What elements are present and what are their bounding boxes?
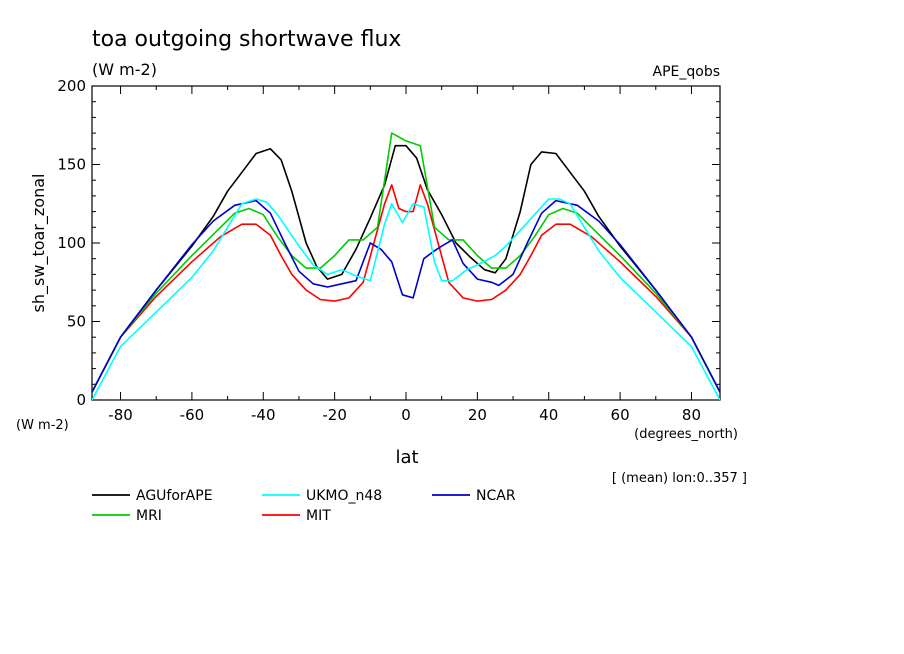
- series-line-ukmo-n48: [92, 198, 720, 400]
- legend-label: NCAR: [476, 488, 516, 504]
- y-tick-label: 200: [57, 77, 86, 95]
- legend-label: MRI: [136, 508, 162, 524]
- legend-label: UKMO_n48: [306, 488, 382, 504]
- x-tick-label: 80: [682, 406, 701, 424]
- x-axis-units: (degrees_north): [634, 427, 738, 442]
- x-tick-label: -20: [322, 406, 347, 424]
- series-line-aguforape: [92, 144, 720, 393]
- x-tick-label: -60: [180, 406, 205, 424]
- chart-units: (W m-2): [92, 60, 157, 79]
- plot-frame: [91, 85, 721, 401]
- y-axis-units: (W m-2): [16, 418, 69, 433]
- y-tick-label: 100: [57, 234, 86, 252]
- y-tick-label: 50: [67, 313, 86, 331]
- series-line-mit: [92, 184, 720, 393]
- y-tick-label: 0: [76, 391, 86, 409]
- x-tick-label: 0: [401, 406, 411, 424]
- legend-label: MIT: [306, 508, 331, 524]
- x-tick-label: 20: [468, 406, 487, 424]
- legend: AGUforAPE MIT MRI NCAR UKMO_n48: [92, 488, 516, 524]
- x-tick-label: -80: [108, 406, 133, 424]
- series-line-mri: [92, 132, 720, 393]
- x-tick-label: -40: [251, 406, 276, 424]
- x-tick-label: 40: [539, 406, 558, 424]
- legend-label: AGUforAPE: [136, 488, 213, 504]
- y-tick-label: 150: [57, 156, 86, 174]
- plot-area: 0 50 100 150 200 -80 -60 -40 -20 0 20 40 60 80: [57, 77, 721, 424]
- footnote: [ (mean) lon:0..357 ]: [612, 471, 747, 486]
- dataset-label: APE_qobs: [653, 64, 721, 80]
- y-axis-label: sh_sw_toar_zonal: [29, 174, 49, 313]
- chart-title: toa outgoing shortwave flux: [92, 27, 401, 52]
- series-line-ncar: [92, 199, 720, 393]
- x-tick-label: 60: [611, 406, 630, 424]
- x-axis-label: lat: [395, 447, 418, 468]
